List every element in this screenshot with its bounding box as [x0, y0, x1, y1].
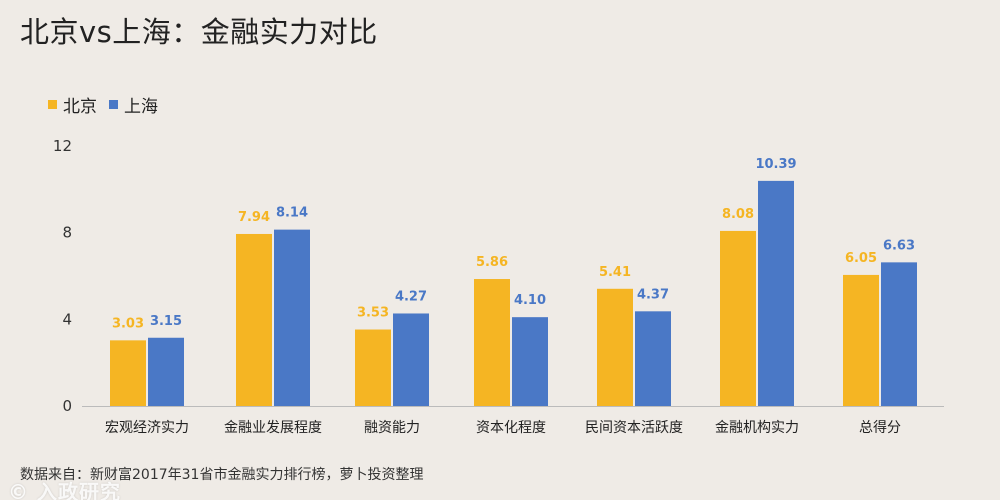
bar-beijing-6 — [843, 274, 879, 406]
legend-label-beijing: 北京 — [63, 97, 97, 117]
bar-shanghai-6 — [881, 262, 917, 406]
y-tick-label-12: 12 — [53, 137, 72, 155]
legend-swatch-shanghai — [109, 100, 118, 109]
legend-label-shanghai: 上海 — [124, 97, 158, 117]
bar-beijing-5 — [720, 230, 756, 406]
legend-swatch-beijing — [48, 100, 57, 109]
x-tick-label-1: 金融业发展程度 — [224, 420, 322, 436]
data-label-beijing-5: 8.08 — [722, 207, 754, 222]
bar-shanghai-2 — [393, 313, 429, 406]
x-tick-label-4: 民间资本活跃度 — [585, 420, 683, 436]
chart-title: 北京vs上海：金融实力对比 — [20, 15, 378, 49]
data-label-beijing-4: 5.41 — [599, 265, 631, 280]
data-label-beijing-2: 3.53 — [357, 306, 389, 321]
bar-beijing-1 — [236, 233, 272, 406]
bar-shanghai-5 — [758, 180, 794, 406]
bar-shanghai-3 — [512, 317, 548, 406]
data-label-shanghai-3: 4.10 — [514, 293, 546, 308]
bar-beijing-4 — [597, 288, 633, 406]
legend-item-beijing: 北京 — [48, 92, 97, 117]
data-label-beijing-3: 5.86 — [476, 255, 508, 270]
x-tick-label-3: 资本化程度 — [476, 420, 546, 436]
x-tick-label-6: 总得分 — [859, 419, 901, 436]
bar-shanghai-4 — [635, 311, 671, 406]
x-tick-label-2: 融资能力 — [364, 420, 420, 436]
y-tick-label-4: 4 — [62, 310, 72, 328]
y-tick-label-8: 8 — [62, 224, 72, 242]
data-label-shanghai-2: 4.27 — [395, 289, 427, 304]
data-label-beijing-0: 3.03 — [112, 316, 144, 331]
bar-shanghai-0 — [148, 337, 184, 406]
data-label-shanghai-4: 4.37 — [637, 287, 669, 302]
bar-shanghai-1 — [274, 229, 310, 406]
chart-legend: 北京 上海 — [48, 92, 170, 117]
y-tick-label-0: 0 — [62, 397, 72, 415]
data-label-shanghai-5: 10.39 — [755, 157, 796, 172]
data-label-shanghai-0: 3.15 — [150, 314, 182, 329]
bar-beijing-3 — [474, 279, 510, 406]
data-label-shanghai-1: 8.14 — [276, 206, 308, 221]
data-source-note: 数据来自：新财富2017年31省市金融实力排行榜，萝卜投资整理 — [20, 467, 424, 483]
data-label-beijing-6: 6.05 — [845, 251, 877, 266]
x-tick-label-0: 宏观经济实力 — [105, 420, 189, 436]
bar-beijing-2 — [355, 329, 391, 406]
legend-item-shanghai: 上海 — [109, 92, 158, 117]
data-label-shanghai-6: 6.63 — [883, 238, 915, 253]
bar-beijing-0 — [110, 340, 146, 406]
x-tick-label-5: 金融机构实力 — [715, 420, 799, 436]
data-label-beijing-1: 7.94 — [238, 210, 270, 225]
